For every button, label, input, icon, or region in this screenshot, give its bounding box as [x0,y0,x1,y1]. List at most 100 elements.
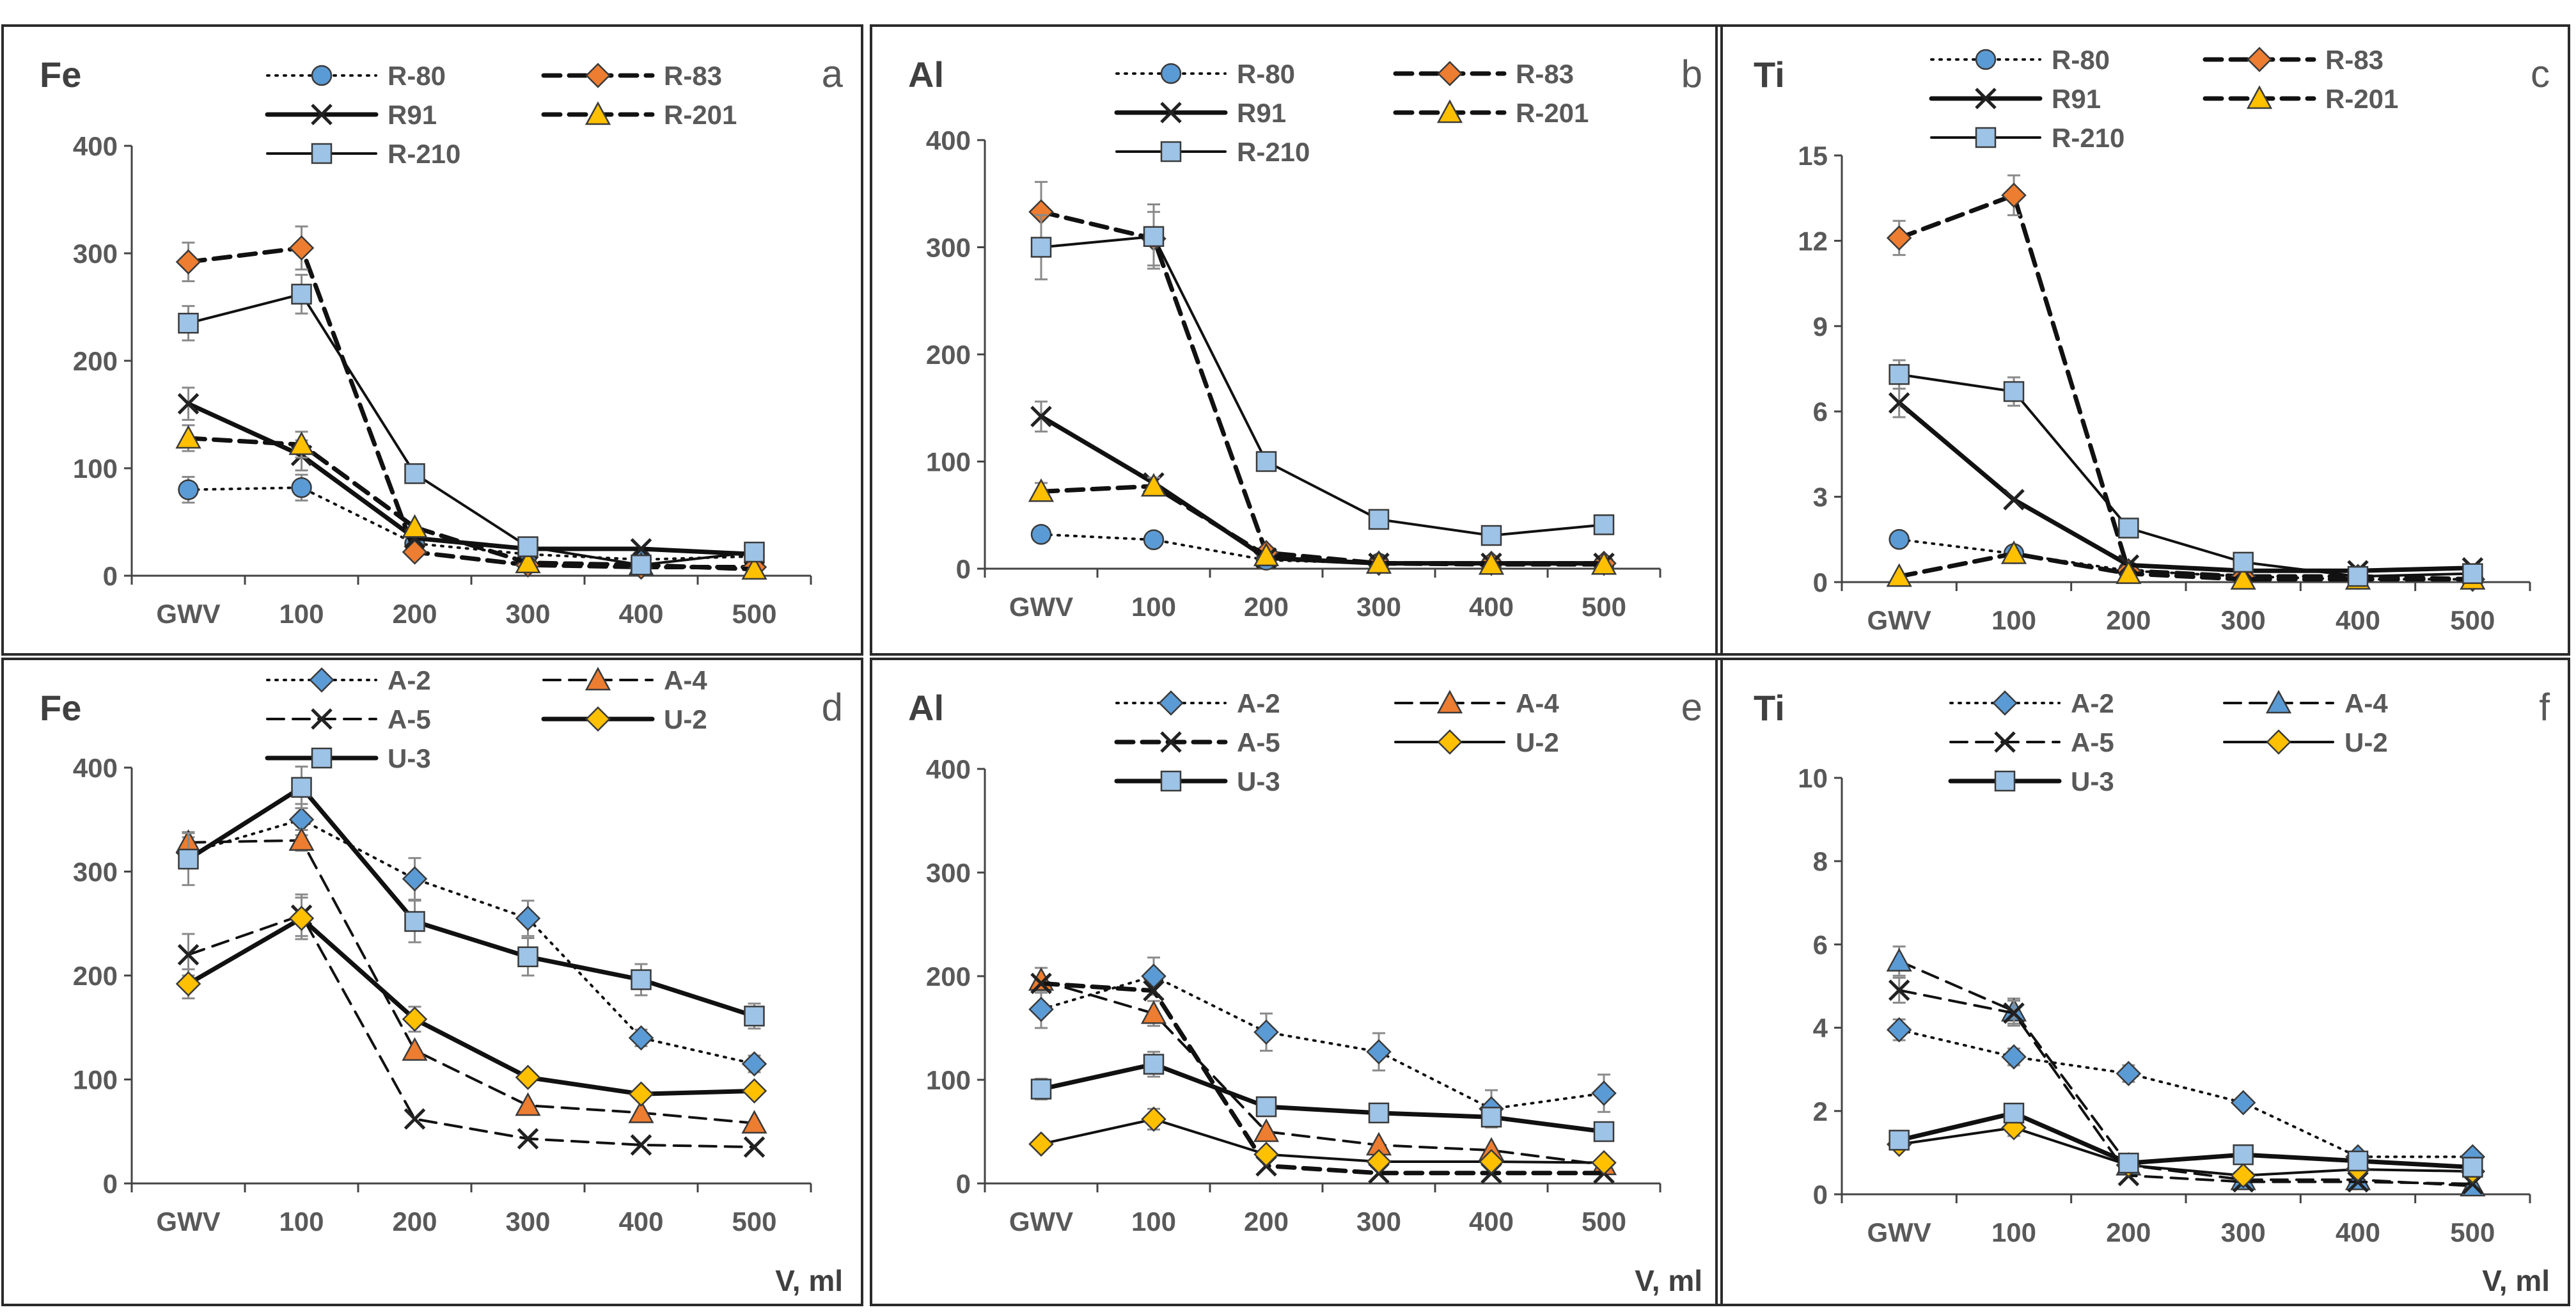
legend-marker [311,104,333,125]
legend-label: R91 [2052,84,2101,114]
data-point [744,1006,765,1027]
x-tick-label: GWV [1867,1217,1931,1247]
data-point [2118,1152,2139,1174]
data-point [741,1051,767,1077]
legend-label: A-5 [2071,727,2114,757]
data-point [1030,524,1052,545]
panel-d: 0 100 200 300 400 GWV 100 200 300 400 500 V, ml Fe d A… [1,658,863,1306]
legend-entry-A-2: A-2 [266,665,431,695]
data-point [1140,1000,1167,1024]
panel-frame-d [1,658,863,1306]
legend-label: R-201 [2325,84,2398,114]
panel-frame-e [870,658,1723,1306]
legend-entry-A-4: A-4 [2223,688,2388,718]
data-point [175,971,201,997]
legend-marker [585,706,611,732]
y-tick-label: 300 [73,857,118,887]
legend-entry-R-80: R-80 [1930,45,2110,75]
data-point [2003,489,2025,510]
data-point [2116,1061,2142,1086]
legend-marker [1975,49,1997,70]
panel-f: 0 2 4 6 8 10 GWV 100 200 300 400 500 V, ml Ti f A-2 A-4 A… [1715,658,2570,1306]
legend-label: R-201 [1516,98,1589,128]
legend-entry-A-5: A-5 [266,704,431,734]
legend-entry-R-80: R-80 [1115,59,1295,89]
x-tick-label: 200 [2106,605,2151,635]
x-tick-label: 200 [392,1206,437,1237]
legend-entry-U-3: U-3 [1114,766,1280,796]
y-tick-label: 200 [926,340,971,370]
y-tick-label: 400 [73,753,118,783]
legend-marker [1436,690,1463,714]
series-line [187,292,756,567]
panel-letter: c [2531,52,2550,95]
legend-entry-A-2: A-2 [1949,688,2114,718]
data-point [628,1081,654,1107]
data-point [178,312,199,334]
legend-marker [311,708,333,730]
y-tick-label: 0 [956,1169,971,1199]
panel-a: 0 100 200 300 400 GWV 100 200 300 400 500 Fe a R-80 R-… [1,24,863,656]
x-tick-label: 100 [1991,605,2036,635]
legend-marker [1994,731,2016,753]
legend-label: A-4 [2344,688,2388,718]
panel-c: 0 3 6 9 12 15 GWV 100 200 300 400 500 Ti c R-80 R-83 R91… [1715,24,2570,656]
y-tick-label: 400 [73,131,118,161]
data-point [517,1128,539,1150]
data-point [2347,1150,2369,1172]
data-point [515,549,541,574]
legend-label: A-5 [388,704,431,734]
data-point [2230,1162,2256,1189]
legend-label: A-2 [1237,688,1280,718]
legend-marker [1158,690,1184,716]
data-point [1143,529,1165,551]
series-line [187,913,756,1149]
x-tick-label: 100 [279,1206,324,1237]
data-point [1253,1019,1279,1045]
panel-b: 0 100 200 300 400 GWV 100 200 300 400 500 Al b R-80 R-… [870,24,1723,656]
series-U-3 [178,765,765,1030]
x-tick-label: 500 [732,1206,776,1237]
series-line [1897,400,2475,573]
legend-marker [1992,690,2018,716]
series-line [1040,979,1605,1166]
data-point [288,827,315,851]
series-line [1039,981,1606,1176]
y-tick-label: 100 [926,1065,971,1095]
series-line [1897,193,2475,582]
data-point [288,905,315,931]
x-axis-label: V, ml [1635,1264,1702,1297]
data-point [1143,226,1165,247]
y-tick-label: 300 [926,858,971,888]
panel-letter: d [822,686,843,729]
panel-letter: f [2539,686,2550,729]
legend-entry-R-83: R-83 [1393,59,1574,89]
legend-label: R91 [1237,98,1286,128]
panel-letter: a [822,52,844,95]
data-point [178,848,199,870]
data-point [291,477,312,498]
legend-marker [2266,729,2291,755]
y-tick-label: 0 [1813,567,1828,597]
legend-marker [585,101,611,125]
x-tick-label: 500 [1582,592,1626,622]
data-point [402,1006,428,1032]
legend-marker [311,65,333,86]
data-point [1141,1106,1166,1132]
legend-label: R-80 [388,61,446,91]
data-point [2116,560,2142,584]
data-point [175,425,201,449]
legend-entry-R-201: R-201 [541,100,737,130]
legend-entry-R-201: R-201 [1393,98,1589,128]
x-tick-label: GWV [1009,592,1073,622]
data-point [402,514,428,538]
x-tick-label: 400 [2336,1217,2380,1247]
data-point [1593,514,1615,535]
panel-letter: b [1681,52,1702,95]
data-point [1593,1121,1615,1142]
data-point [1365,550,1392,574]
legend-marker [311,143,333,164]
data-point [741,1110,767,1134]
legend-marker [585,667,611,691]
